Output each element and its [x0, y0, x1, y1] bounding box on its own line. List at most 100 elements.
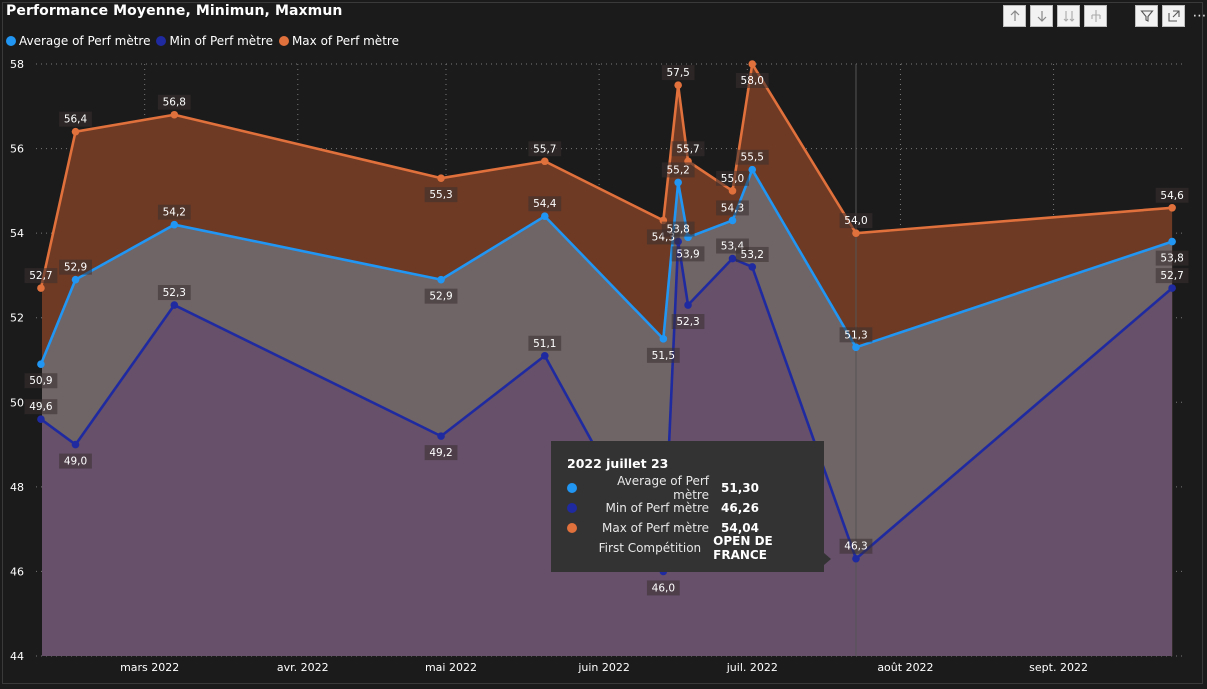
x-tick-label: avr. 2022 [277, 661, 329, 674]
avg-data-point[interactable] [170, 220, 179, 229]
legend-item-min[interactable]: Min of Perf mètre [156, 34, 273, 48]
min-data-point[interactable] [852, 554, 860, 563]
min-data-point[interactable] [37, 415, 45, 424]
min-data-point[interactable] [170, 301, 179, 309]
max-data-point[interactable] [674, 81, 682, 89]
avg-data-point[interactable] [659, 335, 668, 343]
avg-data-label-bg [1155, 250, 1189, 266]
max-data-label-bg [157, 94, 191, 110]
min-data-point[interactable] [437, 432, 445, 440]
x-tick-label: sept. 2022 [1029, 661, 1088, 674]
max-data-label: 58,0 [741, 75, 764, 87]
min-data-point[interactable] [748, 263, 757, 271]
tooltip-competition-label: First Compétition [598, 541, 702, 555]
max-data-point[interactable] [1168, 203, 1176, 212]
avg-data-label-bg [24, 373, 58, 389]
double-arrow-down-icon [1063, 11, 1074, 22]
tooltip-row-max: Max of Perf mètre 54,04 [567, 518, 824, 538]
drill-down-button[interactable] [1030, 5, 1053, 27]
avg-series-line [39, 168, 1173, 365]
max-data-label-bg [24, 268, 58, 284]
avg-data-point[interactable] [1168, 237, 1176, 246]
min-data-point[interactable] [1168, 284, 1176, 292]
legend-item-max[interactable]: Max of Perf mètre [278, 34, 399, 48]
avg-data-label-bg [839, 327, 873, 343]
avg-data-point[interactable] [71, 275, 80, 284]
avg-data-point[interactable] [437, 275, 445, 284]
max-data-label-bg [661, 65, 695, 81]
min-data-label: 53,2 [741, 249, 764, 261]
max-data-point[interactable] [748, 60, 757, 68]
x-tick-label: juin 2022 [577, 661, 630, 674]
min-data-label-bg [59, 453, 92, 469]
filter-button[interactable] [1135, 5, 1158, 27]
min-data-point[interactable] [540, 351, 549, 360]
min-data-point[interactable] [684, 301, 692, 309]
max-series-line [39, 62, 1173, 289]
max-data-point[interactable] [852, 229, 860, 237]
min-data-label: 52,3 [676, 316, 699, 328]
min-data-point[interactable] [728, 254, 737, 263]
min-data-point[interactable] [71, 440, 80, 449]
max-data-label: 55,0 [721, 173, 744, 185]
max-data-point[interactable] [37, 284, 45, 292]
max-data-point[interactable] [437, 174, 445, 182]
tooltip-avg-value: 51,30 [721, 481, 759, 495]
avg-data-label: 51,5 [652, 350, 675, 362]
avg-data-label: 50,9 [29, 375, 52, 387]
min-data-label-bg [24, 399, 58, 415]
more-options-icon: ⋯ [1192, 8, 1207, 24]
avg-data-point[interactable] [728, 216, 737, 225]
avg-data-label: 52,9 [429, 291, 452, 303]
visual-title: Performance Moyenne, Minimun, Maxmun [6, 3, 343, 19]
tooltip-row-min: Min of Perf mètre 46,26 [567, 498, 824, 518]
max-data-label: 57,5 [666, 67, 689, 79]
legend-item-avg[interactable]: Average of Perf mètre [6, 34, 150, 48]
avg-data-label-bg [646, 347, 680, 363]
arrow-up-icon [1010, 10, 1019, 21]
tooltip-competition-value: OPEN DE FRANCE [713, 534, 773, 562]
max-data-label-bg [59, 111, 92, 127]
avg-data-label: 53,8 [1160, 253, 1183, 265]
max-data-point[interactable] [540, 157, 549, 166]
avg-data-point[interactable] [540, 212, 549, 221]
chart-areas [40, 64, 1173, 656]
min-series-line [40, 240, 1173, 573]
min-data-label-bg [528, 335, 562, 351]
next-level-button[interactable] [1057, 5, 1080, 27]
avg-data-point[interactable] [37, 360, 45, 369]
avg-data-point[interactable] [852, 343, 860, 352]
tooltip-max-value: 54,04 [721, 521, 759, 535]
min-data-label: 46,3 [844, 541, 867, 553]
avg-data-point[interactable] [674, 178, 682, 187]
max-data-point[interactable] [728, 187, 737, 195]
max-data-label: 54,0 [844, 215, 867, 227]
min-series-area [40, 241, 1173, 656]
expand-hierarchy-button[interactable] [1084, 5, 1107, 27]
more-options-button[interactable]: ⋯ [1189, 5, 1207, 27]
min-data-label: 51,1 [533, 338, 556, 350]
max-data-point[interactable] [71, 127, 80, 136]
avg-data-label: 54,2 [163, 207, 186, 219]
max-data-label-bg [528, 141, 562, 157]
tooltip-avg-dot [567, 483, 577, 493]
max-data-point[interactable] [170, 110, 179, 119]
legend-max-label: Max of Perf mètre [291, 34, 399, 48]
min-data-label-bg [839, 538, 873, 554]
drill-up-button[interactable] [1003, 5, 1026, 27]
max-data-label: 52,7 [29, 270, 52, 282]
avg-data-label-bg [716, 200, 749, 216]
max-data-label: 54,6 [1160, 190, 1184, 202]
chart-axes: 44 46 48 50 52 54 56 58 mars 2022 avr. 2022 mai 20… [10, 58, 1088, 674]
x-tick-label: mai 2022 [425, 661, 477, 674]
avg-data-label-bg [671, 246, 705, 262]
max-data-label-bg [1155, 187, 1189, 203]
focus-mode-button[interactable] [1162, 5, 1185, 27]
chart-tooltip: 2022 juillet 23 Average of Perf mètre 51… [551, 441, 831, 572]
min-data-label: 49,0 [64, 456, 87, 468]
legend-avg-dot [6, 36, 16, 46]
max-data-label-bg [671, 141, 705, 157]
tooltip-row-avg: Average of Perf mètre 51,30 [567, 474, 824, 502]
avg-data-point[interactable] [748, 165, 757, 174]
avg-data-label: 53,9 [676, 248, 699, 260]
